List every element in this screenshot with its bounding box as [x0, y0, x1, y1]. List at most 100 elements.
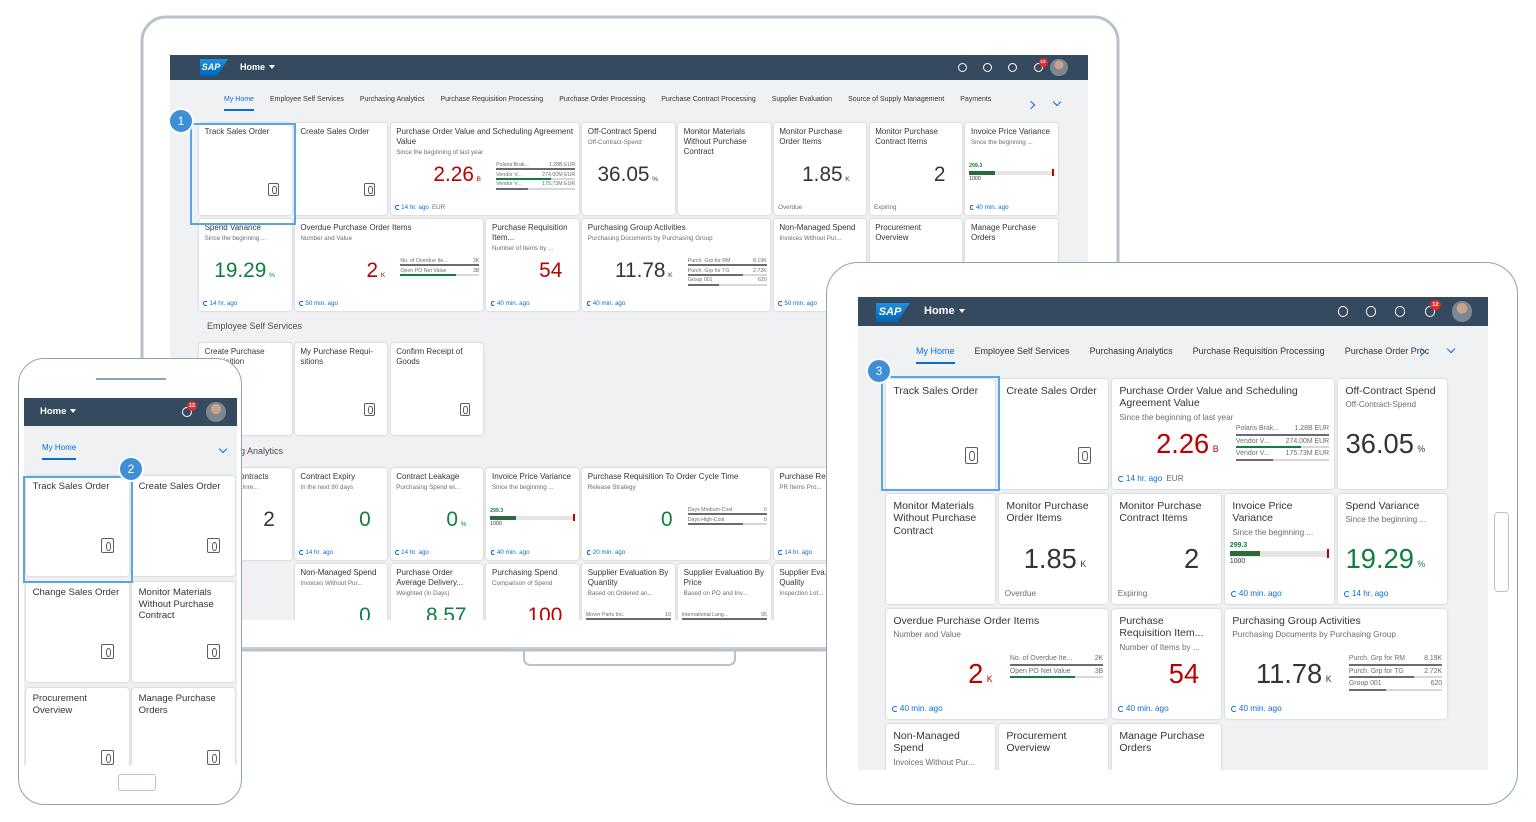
mini-list-label: Polaris Brak...	[496, 161, 529, 168]
tile[interactable]: Monitor Purchase Contract Items 2 Expiring	[1112, 494, 1221, 604]
home-menu[interactable]: Home	[240, 55, 276, 80]
shell-icon[interactable]	[1338, 306, 1349, 317]
tile[interactable]: Monitor Purchase Contract Items 2 Expiring	[869, 123, 963, 215]
tile-subtitle: Invoices Without Pur...	[893, 757, 975, 767]
tile[interactable]: Confirm Receipt of Goods	[390, 343, 484, 435]
kpi-value: 11.78 K	[614, 259, 673, 283]
mini-list-bar	[1009, 676, 1104, 679]
tab[interactable]: Employee Self Services	[269, 96, 344, 103]
tile-title: Contract Leakage	[396, 472, 460, 482]
tab[interactable]: Purchasing Analytics	[359, 96, 425, 103]
user-avatar[interactable]	[1050, 58, 1068, 77]
mini-list-bar-fill	[687, 264, 767, 267]
tile[interactable]: Monitor Purchase Order Items 1.85 K Overdue	[773, 123, 867, 215]
shell-icon[interactable]	[1395, 306, 1406, 317]
tile[interactable]: Purchase Requisition Item... Number of It…	[486, 219, 579, 311]
tab-chevron[interactable]	[1026, 100, 1036, 110]
tab[interactable]: Purchase Order Proc	[1344, 346, 1430, 356]
tile[interactable]: Invoice Price Variance Since the beginnin…	[1225, 494, 1334, 604]
tile[interactable]: Off-Contract Spend Off-Contract-Spend 36.0…	[582, 123, 675, 215]
tab[interactable]: Purchasing Analytics	[1089, 346, 1173, 356]
tile[interactable]: Purchase Requisition To Order Cycle Time…	[582, 468, 771, 560]
tile[interactable]: Non-Managed Spend Invoices Without Pur...…	[294, 564, 388, 620]
kpi-number: 2	[933, 163, 946, 187]
tile[interactable]: Contract Expiry In the next 90 days 0 14 hr…	[294, 468, 388, 560]
tile[interactable]: Contract Leakage Purchasing Spend wi... 0%…	[390, 468, 484, 560]
tile-currency: EUR	[1166, 474, 1184, 484]
tile[interactable]: Off-Contract Spend Off-Contract-Spend 36.0…	[1338, 379, 1447, 489]
tile-subtitle: In the next 90 days	[300, 484, 354, 492]
tile[interactable]: Purchasing Group Activities Purchasing Do…	[582, 219, 771, 311]
tab[interactable]: Purchase Contract Processing	[661, 96, 756, 103]
kpi-number: 11.78	[614, 259, 666, 283]
tile-title: Spend Variance	[1345, 499, 1420, 512]
tile[interactable]: Overdue Purchase Order Items Number and V…	[886, 609, 1108, 719]
tab[interactable]: Purchase Requisition Processing	[1192, 346, 1325, 356]
tab[interactable]: My Home	[42, 443, 77, 460]
tile[interactable]: Track Sales Order	[26, 476, 129, 576]
tile[interactable]: Non-Managed Spend Invoices Without Pur...	[886, 724, 995, 770]
shell-icon[interactable]	[958, 63, 967, 72]
tile[interactable]: Invoice Price Variance Since the beginnin…	[486, 468, 579, 560]
tile[interactable]: Supplier Evaluation By Quantity Based on …	[582, 564, 675, 620]
tile[interactable]: Invoice Price Variance Since the beginnin…	[965, 123, 1058, 215]
tab[interactable]: Purchase Order Processing	[559, 96, 646, 103]
tile[interactable]: My Purchase Requi-sitions	[294, 343, 388, 435]
tile[interactable]: Purchase Order Value and Scheduling Agre…	[390, 123, 579, 215]
tile[interactable]: Track Sales Order	[886, 379, 995, 489]
tile[interactable]: Purchase Order Average Delivery... Weight…	[390, 564, 484, 620]
tile[interactable]: Purchasing Group Activities Purchasing Do…	[1225, 609, 1447, 719]
tab-chevron[interactable]	[1052, 97, 1062, 107]
tile[interactable]: Monitor Materials Without Purchase Contr…	[132, 582, 235, 682]
tile-title: Monitor Purchase Contract Items	[875, 127, 938, 146]
tile[interactable]: Manage Purchase Orders	[1112, 724, 1221, 770]
tab-chevron[interactable]	[1446, 344, 1456, 354]
tab[interactable]: Supplier Evaluation	[771, 96, 833, 103]
tile-subtitle: Number of Items by ...	[1119, 642, 1200, 652]
tile[interactable]: Supplier Evaluation By Price Based on PO …	[678, 564, 771, 620]
tile[interactable]: Change Sales Order	[26, 582, 129, 682]
mini-list-value: 175.73M EUR	[542, 181, 576, 188]
mini-list-value: 2K	[472, 257, 480, 264]
tile-icon	[364, 403, 375, 416]
tile[interactable]: Monitor Purchase Order Items 1.85 K Overdue	[999, 494, 1108, 604]
tile-title: Create Sales Order	[1006, 384, 1097, 397]
tile[interactable]: Create Sales Order	[132, 476, 235, 576]
kpi-unit: K	[380, 271, 386, 279]
tab-chevron[interactable]	[218, 444, 228, 454]
tile[interactable]: Spend Variance Since the beginning ... 19.…	[199, 219, 292, 311]
home-menu[interactable]: Home	[40, 398, 77, 426]
tile[interactable]: Monitor Materials Without Purchase Contr…	[886, 494, 995, 604]
mini-list-label: Vendor V...	[1235, 437, 1270, 445]
tile[interactable]: Spend Variance Since the beginning ... 19.…	[1338, 494, 1447, 604]
tile[interactable]: Purchase Requisition Item... Number of It…	[1112, 609, 1221, 719]
tab[interactable]: Purchase Requisition Processing	[440, 96, 544, 103]
mini-list-bar-fill	[1009, 663, 1104, 666]
tile[interactable]: Procurement Overview	[999, 724, 1108, 770]
tab[interactable]: Source of Supply Management	[848, 96, 945, 103]
user-avatar[interactable]	[206, 402, 226, 422]
tile[interactable]: Monitor Materials Without Purchase Contr…	[678, 123, 771, 215]
tile-title: Track Sales Order	[204, 127, 270, 137]
user-avatar[interactable]	[1452, 301, 1473, 322]
tile[interactable]: Purchase Order Value and Scheduling Agre…	[1112, 379, 1334, 489]
tile[interactable]: Overdue Purchase Order Items Number and V…	[294, 219, 484, 311]
tile-title: Monitor Purchase Order Items	[1006, 499, 1089, 525]
tile[interactable]: Create Sales Order	[294, 123, 388, 215]
refresh-icon	[1230, 706, 1237, 713]
home-menu[interactable]: Home	[924, 297, 965, 326]
shell-icon[interactable]	[1008, 63, 1017, 72]
tile[interactable]: Track Sales Order	[199, 123, 292, 215]
shell-icon[interactable]	[1366, 306, 1377, 317]
tab[interactable]: My Home	[224, 96, 254, 111]
tab[interactable]: Employee Self Services	[974, 346, 1070, 356]
tile[interactable]: Manage Purchase Orders	[132, 688, 235, 765]
mini-list-row: Days High-Cost 0	[688, 517, 767, 524]
tile[interactable]: Purchasing Spend Comparison of Spend 100	[486, 564, 579, 620]
bullet-bar	[1229, 551, 1260, 557]
tile[interactable]: Create Sales Order	[999, 379, 1108, 489]
tile[interactable]: Procurement Overview	[26, 688, 129, 765]
tab[interactable]: Payments	[960, 96, 992, 103]
tab[interactable]: My Home	[916, 346, 955, 364]
shell-icon[interactable]	[983, 63, 992, 72]
